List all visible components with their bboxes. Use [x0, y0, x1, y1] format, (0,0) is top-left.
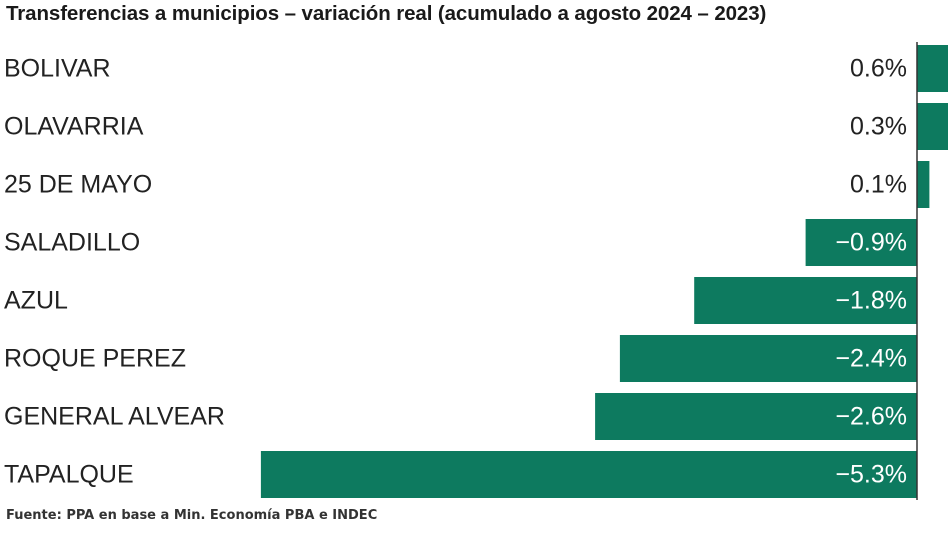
bar-azul — [694, 277, 917, 324]
chart-title: Transferencias a municipios – variación … — [6, 2, 767, 25]
bar-saladillo — [805, 219, 917, 266]
value-label: 0.3% — [850, 113, 907, 141]
bar-tapalque — [260, 451, 917, 498]
value-label: −1.8% — [835, 287, 907, 315]
category-label: OLAVARRIA — [4, 113, 144, 141]
value-label: −0.9% — [835, 229, 907, 257]
bar-olavarria — [917, 103, 948, 150]
category-label: BOLIVAR — [4, 55, 111, 83]
category-label: AZUL — [4, 287, 68, 315]
value-label: −2.4% — [835, 345, 907, 373]
category-label: SALADILLO — [4, 229, 140, 257]
bar-general-alvear — [595, 393, 917, 440]
source-note: Fuente: PPA en base a Min. Economía PBA … — [6, 508, 378, 523]
category-label: ROQUE PEREZ — [4, 345, 186, 373]
bar-roque-perez — [619, 335, 917, 382]
category-label: GENERAL ALVEAR — [4, 403, 225, 431]
value-label: 0.1% — [850, 171, 907, 199]
value-label: 0.6% — [850, 55, 907, 83]
bar-25-de-mayo — [917, 161, 930, 208]
value-label: −2.6% — [835, 403, 907, 431]
value-label: −5.3% — [835, 461, 907, 489]
bar-bolivar — [917, 45, 948, 92]
category-label: TAPALQUE — [4, 461, 134, 489]
category-label: 25 DE MAYO — [4, 171, 152, 199]
